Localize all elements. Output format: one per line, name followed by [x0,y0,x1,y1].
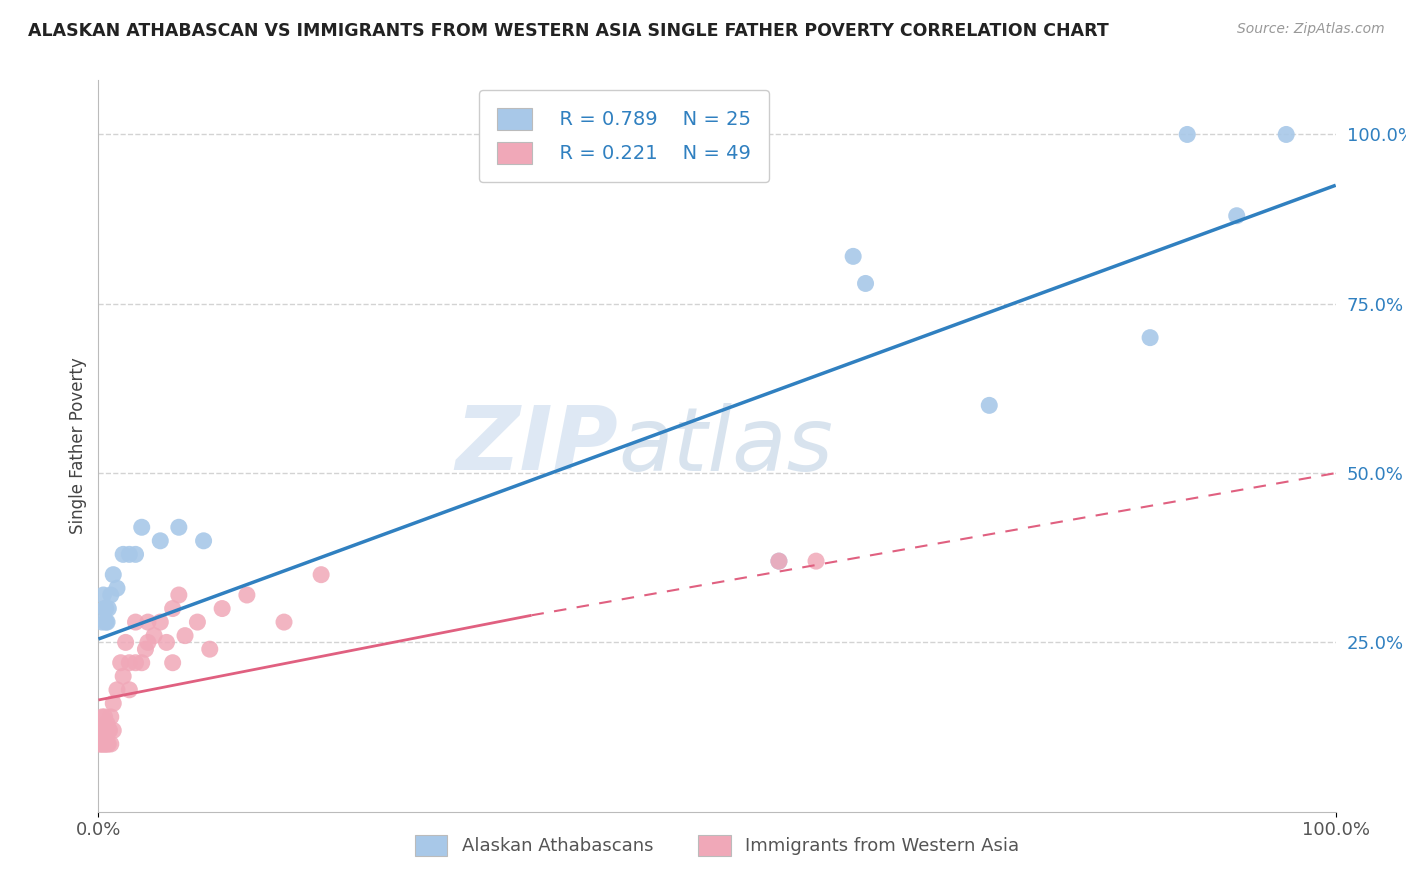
Point [198,642,221,657]
Point [112,669,135,683]
Point [94,615,117,629]
Point [193,533,215,548]
Text: Source: ZipAtlas.com: Source: ZipAtlas.com [1237,22,1385,37]
Text: atlas: atlas [619,403,832,489]
Point [93,723,115,738]
Point [93,737,115,751]
Point [93,710,115,724]
Point [855,277,877,291]
Point [103,697,125,711]
Point [98,723,121,738]
Point [118,656,141,670]
Point [89,737,111,751]
Point [804,554,827,568]
Point [167,588,190,602]
Point [103,723,125,738]
Point [162,601,184,615]
Point [131,520,153,534]
Point [236,588,259,602]
Point [136,615,159,629]
Point [89,723,111,738]
Text: ZIP: ZIP [456,402,619,490]
Point [134,642,156,657]
Point [103,567,125,582]
Point [94,601,117,615]
Point [979,398,1001,412]
Point [96,716,118,731]
Point [155,635,177,649]
Point [124,656,146,670]
Point [136,635,159,649]
Point [186,615,208,629]
Point [118,682,141,697]
Point [162,656,184,670]
Point [112,547,135,561]
Point [1139,331,1161,345]
Point [94,723,117,738]
Point [105,581,128,595]
Point [273,615,295,629]
Point [124,615,146,629]
Point [149,533,172,548]
Point [97,601,120,615]
Point [93,601,115,615]
Point [93,737,115,751]
Point [90,723,112,738]
Point [842,249,865,263]
Text: ALASKAN ATHABASCAN VS IMMIGRANTS FROM WESTERN ASIA SINGLE FATHER POVERTY CORRELA: ALASKAN ATHABASCAN VS IMMIGRANTS FROM WE… [28,22,1109,40]
Point [143,629,166,643]
Point [174,629,197,643]
Point [97,737,120,751]
Point [149,615,172,629]
Point [114,635,136,649]
Point [167,520,190,534]
Point [118,547,141,561]
Point [110,656,132,670]
Point [100,710,122,724]
Point [100,588,122,602]
Point [96,737,118,751]
Point [91,723,114,738]
Point [91,615,114,629]
Point [105,682,128,697]
Point [768,554,790,568]
Point [1275,128,1298,142]
Point [211,601,233,615]
Point [91,737,114,751]
Point [94,737,117,751]
Point [1175,128,1198,142]
Point [1226,209,1249,223]
Point [96,615,118,629]
Point [124,547,146,561]
Point [309,567,332,582]
Point [97,723,120,738]
Point [768,554,790,568]
Legend: Alaskan Athabascans, Immigrants from Western Asia: Alaskan Athabascans, Immigrants from Wes… [406,826,1028,865]
Point [90,737,112,751]
Y-axis label: Single Father Poverty: Single Father Poverty [69,358,87,534]
Point [131,656,153,670]
Point [91,710,114,724]
Point [93,588,115,602]
Point [100,737,122,751]
